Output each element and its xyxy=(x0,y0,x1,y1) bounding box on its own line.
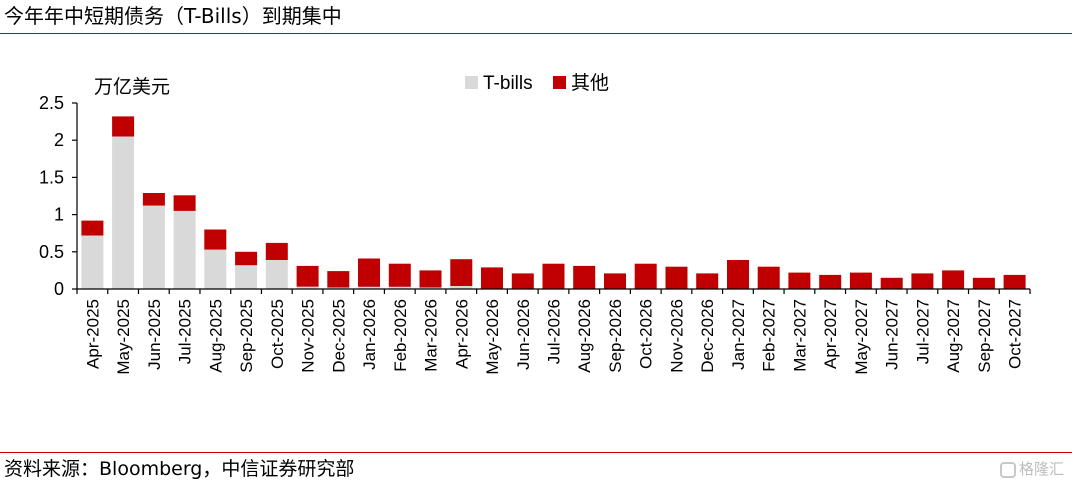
x-tick-label: Jul-2026 xyxy=(545,299,564,364)
y-tick-label: 1 xyxy=(54,205,64,225)
bar-other xyxy=(142,193,165,206)
bar-tbills xyxy=(112,136,135,289)
chart-title: 今年年中短期债务（T-Bills）到期集中 xyxy=(4,4,342,28)
stacked-bar-chart: 万亿美元 T-bills 其他 0 0.5 1 1.5 2 2.5 Apr-2025 May… xyxy=(39,72,1031,375)
bar-other xyxy=(911,273,934,289)
y-tick-label: 2 xyxy=(54,130,64,150)
legend-label-other: 其他 xyxy=(571,72,609,94)
x-tick-label: May-2025 xyxy=(114,299,133,375)
bar-other xyxy=(481,267,503,289)
bar-other xyxy=(81,220,104,236)
x-tick-label: May-2027 xyxy=(852,299,871,375)
x-tick-label: Oct-2025 xyxy=(268,299,287,369)
x-tick-label: Jan-2027 xyxy=(729,299,748,370)
y-axis-unit-label: 万亿美元 xyxy=(94,76,170,98)
bar-tbills xyxy=(327,287,350,289)
bar-other xyxy=(696,273,719,289)
bar-tbills xyxy=(142,205,165,289)
bars xyxy=(81,116,1026,289)
x-tick-label: Sep-2025 xyxy=(237,299,256,373)
x-tick-label: Mar-2027 xyxy=(790,299,809,372)
bar-other xyxy=(942,270,965,289)
bar-other xyxy=(511,273,534,289)
x-tick-label: Jul-2027 xyxy=(913,299,932,364)
x-tick-label: Oct-2027 xyxy=(1006,299,1025,369)
x-tick-label: Jan-2026 xyxy=(360,299,379,370)
bar-tbills xyxy=(265,260,288,289)
bar-other xyxy=(634,263,657,289)
x-tick-label: Nov-2025 xyxy=(299,299,318,373)
x-tick-label: Dec-2025 xyxy=(329,299,348,373)
bar-tbills xyxy=(81,235,104,289)
bar-other xyxy=(388,263,411,287)
x-tick-label: Jun-2027 xyxy=(883,299,902,370)
watermark: 格隆汇 xyxy=(999,458,1064,479)
x-tick-label: May-2026 xyxy=(483,299,502,375)
y-tick-label: 0.5 xyxy=(39,242,64,262)
x-tick-label: Dec-2026 xyxy=(698,299,717,373)
y-axis: 0 0.5 1 1.5 2 2.5 xyxy=(39,93,78,299)
bar-other xyxy=(727,260,749,289)
x-tick-label: Jun-2026 xyxy=(514,299,533,370)
bar-other xyxy=(665,266,688,289)
x-tick-label: Aug-2026 xyxy=(575,299,594,373)
bar-tbills xyxy=(296,286,319,289)
x-tick-label: Apr-2027 xyxy=(821,299,840,369)
y-tick-label: 0 xyxy=(54,279,64,299)
legend-swatch-other xyxy=(553,76,566,89)
footer-divider xyxy=(0,452,1072,453)
bar-tbills xyxy=(173,210,196,289)
bar-tbills xyxy=(388,286,411,289)
x-axis: Apr-2025 May-2025 Jun-2025 Jul-2025 Aug-2025… xyxy=(76,288,1031,375)
bar-tbills xyxy=(450,286,473,289)
x-tick-label: Sep-2027 xyxy=(975,299,994,373)
x-tick-label: Aug-2025 xyxy=(206,299,225,373)
bar-other xyxy=(972,277,995,289)
bar-other xyxy=(450,259,473,286)
x-tick-label: Apr-2025 xyxy=(83,299,102,369)
legend-label-tbills: T-bills xyxy=(483,73,533,94)
bar-other xyxy=(265,242,288,260)
y-tick-label: 1.5 xyxy=(39,167,64,187)
bar-other xyxy=(327,271,350,288)
bar-tbills xyxy=(358,286,380,289)
bar-other xyxy=(880,277,903,289)
bar-other xyxy=(112,116,135,137)
bar-other xyxy=(358,258,380,287)
bar-other xyxy=(173,195,196,211)
bar-other xyxy=(542,263,565,289)
bar-tbills xyxy=(419,287,442,289)
bar-other xyxy=(819,274,842,289)
x-tick-label: Nov-2026 xyxy=(668,299,687,373)
bar-other xyxy=(204,229,227,250)
x-tick-label: Mar-2026 xyxy=(422,299,441,372)
watermark-logo-icon xyxy=(999,461,1016,478)
x-tick-label: Jun-2025 xyxy=(145,299,164,370)
bar-other xyxy=(573,265,596,289)
watermark-text: 格隆汇 xyxy=(1018,460,1064,478)
bar-other xyxy=(296,265,319,287)
bar-tbills xyxy=(204,249,227,289)
bar-other xyxy=(849,272,872,289)
source-note: 资料来源：Bloomberg，中信证券研究部 xyxy=(4,458,355,480)
x-tick-label: Sep-2026 xyxy=(606,299,625,373)
legend-swatch-tbills xyxy=(465,76,478,89)
bar-other xyxy=(604,273,626,289)
bar-other xyxy=(788,272,811,289)
x-tick-label: Oct-2026 xyxy=(637,299,656,369)
x-tick-label: Jul-2025 xyxy=(176,299,195,364)
x-tick-label: Feb-2027 xyxy=(760,299,779,372)
x-tick-label: Aug-2027 xyxy=(944,299,963,373)
legend: T-bills 其他 xyxy=(465,72,609,94)
x-tick-label: Apr-2026 xyxy=(452,299,471,369)
title-divider xyxy=(0,33,1072,34)
x-tick-label: Feb-2026 xyxy=(391,299,410,372)
bar-other xyxy=(419,270,442,288)
bar-tbills xyxy=(235,265,258,289)
bar-other xyxy=(757,266,780,289)
y-tick-label: 2.5 xyxy=(39,93,64,113)
bar-other xyxy=(235,251,258,266)
bar-other xyxy=(1003,274,1026,289)
